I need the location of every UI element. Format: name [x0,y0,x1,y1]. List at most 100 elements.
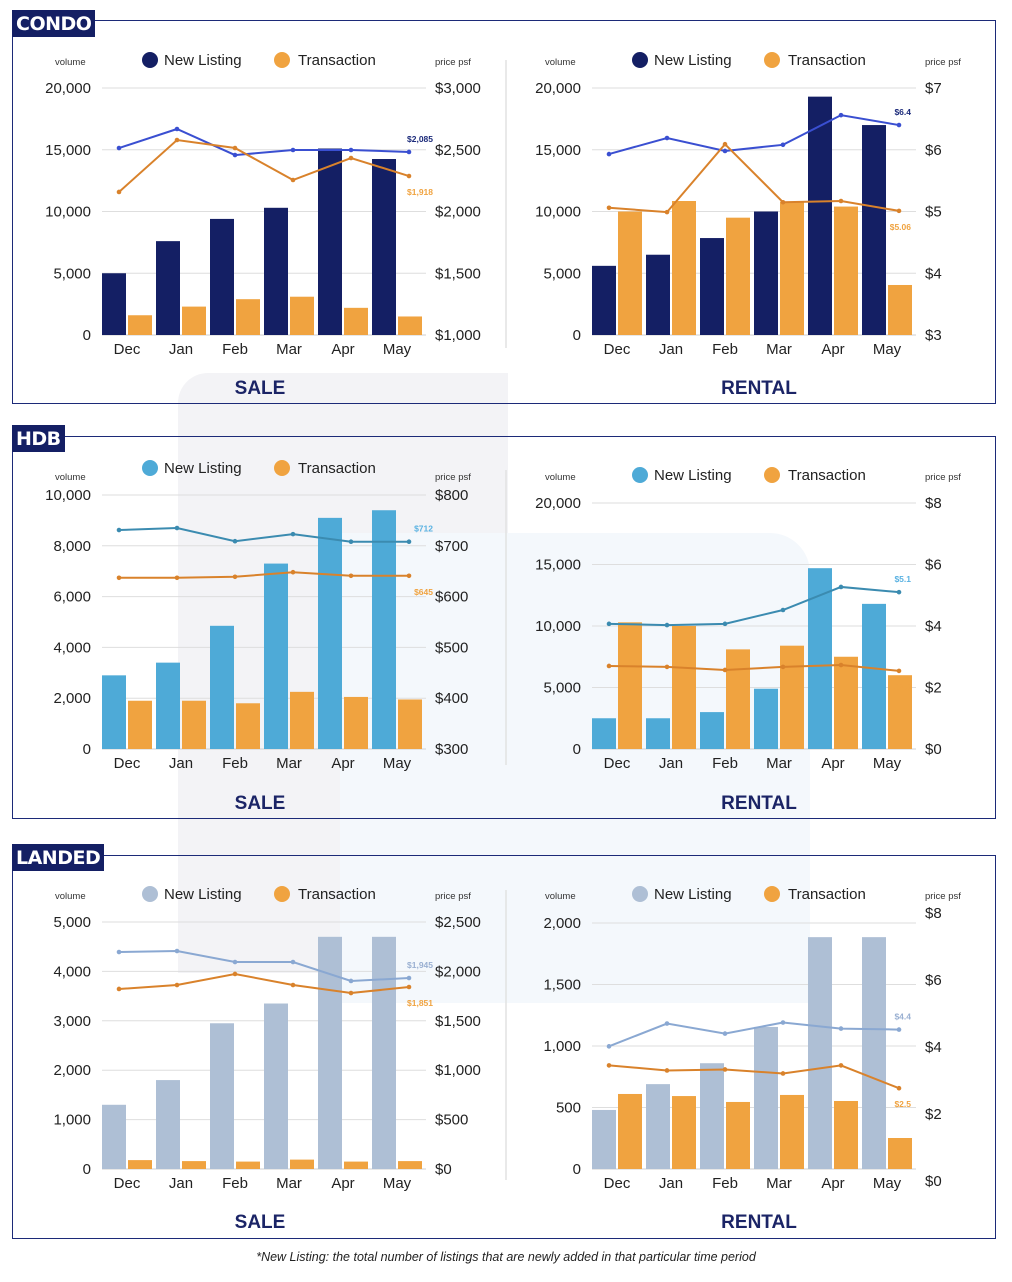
legend-new-listing-marker [632,467,648,483]
new-listing-price-point [348,978,354,984]
transaction-price-end-label: $2.5 [894,1099,911,1109]
transaction-price-line [608,142,900,214]
right-axis-title: price psf [925,57,961,68]
x-axis-tick-label: Mar [766,755,792,772]
legend-transaction-label: Transaction [298,886,376,903]
transaction-price-point [722,1067,728,1072]
new-listing-bar-may [372,936,396,1169]
left-axis-tick-label: 15,000 [45,142,91,159]
new-listing-price-point [406,539,412,545]
new-listing-price-point [348,147,354,153]
legend-transaction-label: Transaction [298,52,376,69]
transaction-bar-mar [780,201,804,335]
transaction-price-point [232,574,238,580]
right-axis-tick-label: $1,000 [435,327,481,344]
x-axis-tick-label: Feb [712,341,738,358]
x-axis-tick-label: May [383,1175,412,1192]
transaction-bar-feb [236,703,260,749]
transaction-price-end-label: $1,851 [407,998,433,1008]
new-listing-price-point [838,584,844,590]
new-listing-bar-apr [808,96,832,336]
legend-transaction-marker [764,467,780,483]
legend-new-listing-label: New Listing [654,886,732,903]
condo-sale-chart: New Listing Transaction volume price psf 0 5,… [45,52,481,399]
legend-new-listing-label: New Listing [164,52,242,69]
transaction-price-point [664,664,670,670]
new-listing-bar-feb [700,238,724,335]
transaction-bar-dec [618,1093,642,1169]
transaction-bar-mar [780,1094,804,1169]
right-axis-tick-label: $2,000 [435,963,481,980]
new-listing-price-point [722,148,728,154]
right-axis-tick-label: $600 [435,589,468,606]
transaction-price-point [174,575,180,581]
new-listing-price-line [118,127,410,157]
x-axis-tick-label: Feb [222,1175,248,1192]
transaction-bar-jan [182,1161,206,1169]
right-axis-title: price psf [925,472,961,483]
left-axis-tick-label: 5,000 [543,265,581,282]
new-listing-bar-may [372,159,396,335]
footnote: *New Listing: the total number of listin… [256,1250,756,1264]
legend-new-listing-marker [632,886,648,902]
watermark-shape [340,533,810,1003]
transaction-price-line [119,571,409,579]
new-listing-price-point [290,959,296,965]
new-listing-bar-jan [646,1084,670,1169]
new-listing-price-point [174,525,180,531]
new-listing-bar-mar [264,1003,288,1169]
left-axis-tick-label: 0 [573,327,581,344]
transaction-price-point [116,575,122,581]
right-axis-tick-label: $2,000 [435,204,481,221]
new-listing-bar-feb [700,712,724,749]
transaction-bar-mar [290,691,314,749]
right-axis-tick-label: $1,500 [435,1013,481,1030]
transaction-price-point [290,569,296,575]
transaction-price-point [116,986,122,992]
legend-new-listing-marker [142,460,158,476]
transaction-price-point [664,209,670,215]
transaction-price-point [896,1085,902,1091]
left-axis-tick-label: 2,000 [543,915,581,932]
new-listing-bar-apr [808,937,832,1169]
transaction-bar-apr [344,307,368,335]
transaction-bar-jan [182,306,206,335]
right-axis-tick-label: $2,500 [435,142,481,159]
new-listing-price-point [780,607,786,613]
new-listing-price-line [118,950,410,982]
x-axis-tick-label: Dec [604,1175,631,1192]
transaction-price-point [838,198,844,204]
panel-label-sale: SALE [235,1212,286,1233]
new-listing-bar-jan [156,241,180,335]
right-axis-tick-label: $3,000 [435,80,481,97]
right-axis-tick-label: $700 [435,538,468,555]
transaction-bar-may [888,284,912,335]
new-listing-price-point [232,538,238,544]
transaction-bar-mar [780,645,804,749]
new-listing-price-end-label: $712 [414,524,433,534]
transaction-bar-dec [618,622,642,749]
x-axis-tick-label: May [383,755,412,772]
left-axis-tick-label: 1,500 [543,977,581,994]
transaction-price-point [406,984,412,990]
left-axis-tick-label: 3,000 [53,1013,91,1030]
right-axis-tick-label: $0 [925,741,942,758]
legend-new-listing-marker [142,886,158,902]
x-axis-tick-label: Feb [712,1175,738,1192]
new-listing-price-point [780,1020,786,1025]
left-axis-tick-label: 6,000 [53,589,91,606]
transaction-price-point [722,667,728,673]
transaction-price-point [780,664,786,670]
transaction-price-point [780,1071,786,1076]
new-listing-price-point [232,959,238,965]
new-listing-price-point [896,589,902,595]
right-axis-tick-label: $3 [925,327,942,344]
transaction-price-point [838,662,844,668]
panel-label-rental: RENTAL [721,378,797,399]
section-title-landed: LANDED [12,844,105,871]
right-axis-tick-label: $0 [925,1173,942,1190]
legend-new-listing-label: New Listing [654,467,732,484]
transaction-price-line [608,664,900,672]
new-listing-price-end-label: $4.4 [894,1012,911,1022]
transaction-price-end-label: $1,918 [407,187,433,197]
